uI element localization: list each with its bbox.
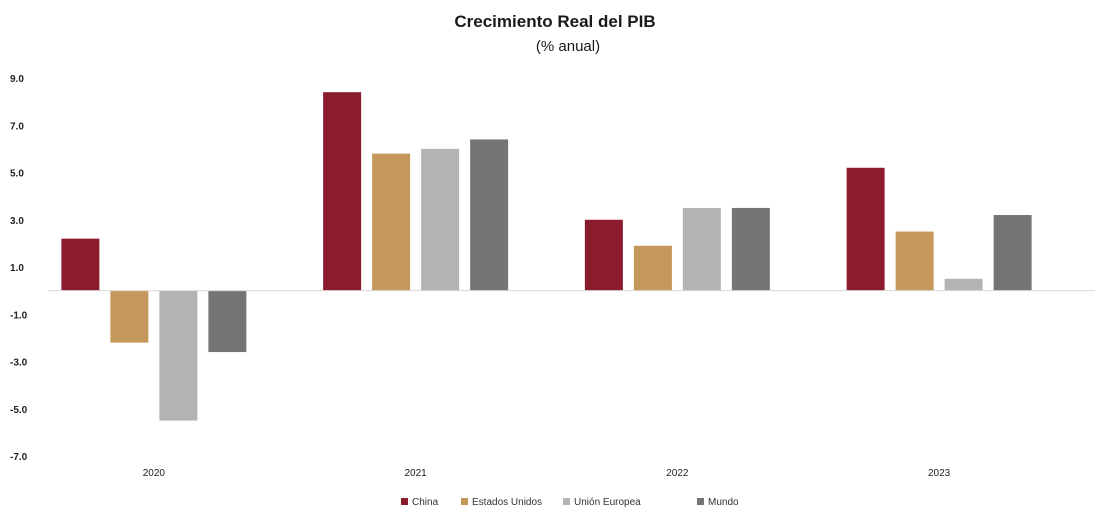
y-tick-label: 7.0 [10,121,24,132]
y-tick-label: -7.0 [10,452,28,463]
y-tick-label: -1.0 [10,310,28,321]
bar-2022-china [584,219,623,291]
y-tick-label: 3.0 [10,216,24,227]
x-category-label: 2022 [666,468,689,479]
legend-label: China [412,497,439,508]
x-axis-categories: 2020 2021 2022 2023 [143,468,951,479]
bar-2021-mundo [470,139,509,291]
bar-2020-china [61,238,100,291]
bar-2022-estados-unidos [633,245,672,291]
bar-2021-unión-europea [421,148,460,291]
legend-swatch [563,498,570,505]
legend-label: Mundo [708,497,739,508]
legend: China Estados Unidos Unión Europea Mundo [401,497,739,508]
y-tick-label: -3.0 [10,358,28,369]
bar-2023-china [846,167,885,291]
bar-2020-estados-unidos [110,290,149,343]
legend-swatch [461,498,468,505]
bar-2023-unión-europea [944,278,983,291]
bar-2022-mundo [731,207,770,291]
y-tick-label: 5.0 [10,169,24,180]
chart-title: Crecimiento Real del PIB [454,12,655,31]
bar-2022-unión-europea [682,207,721,291]
y-axis-ticks: 9.0 7.0 5.0 3.0 1.0 -1.0 -3.0 -5.0 -7.0 [10,74,28,463]
legend-swatch [697,498,704,505]
bar-2020-unión-europea [159,290,198,421]
y-tick-label: 1.0 [10,263,24,274]
y-tick-label: -5.0 [10,405,28,416]
bar-2023-estados-unidos [895,231,934,291]
legend-swatch [401,498,408,505]
bar-2021-estados-unidos [372,153,411,291]
chart-subtitle: (% anual) [536,38,600,55]
legend-label: Estados Unidos [472,497,542,508]
bar-series-group [61,92,1032,421]
x-category-label: 2021 [405,468,428,479]
y-tick-label: 9.0 [10,74,24,85]
x-category-label: 2020 [143,468,166,479]
bar-2020-mundo [208,290,247,353]
x-category-label: 2023 [928,468,951,479]
legend-label: Unión Europea [574,497,641,508]
bar-2023-mundo [993,215,1032,291]
bar-2021-china [323,92,362,291]
